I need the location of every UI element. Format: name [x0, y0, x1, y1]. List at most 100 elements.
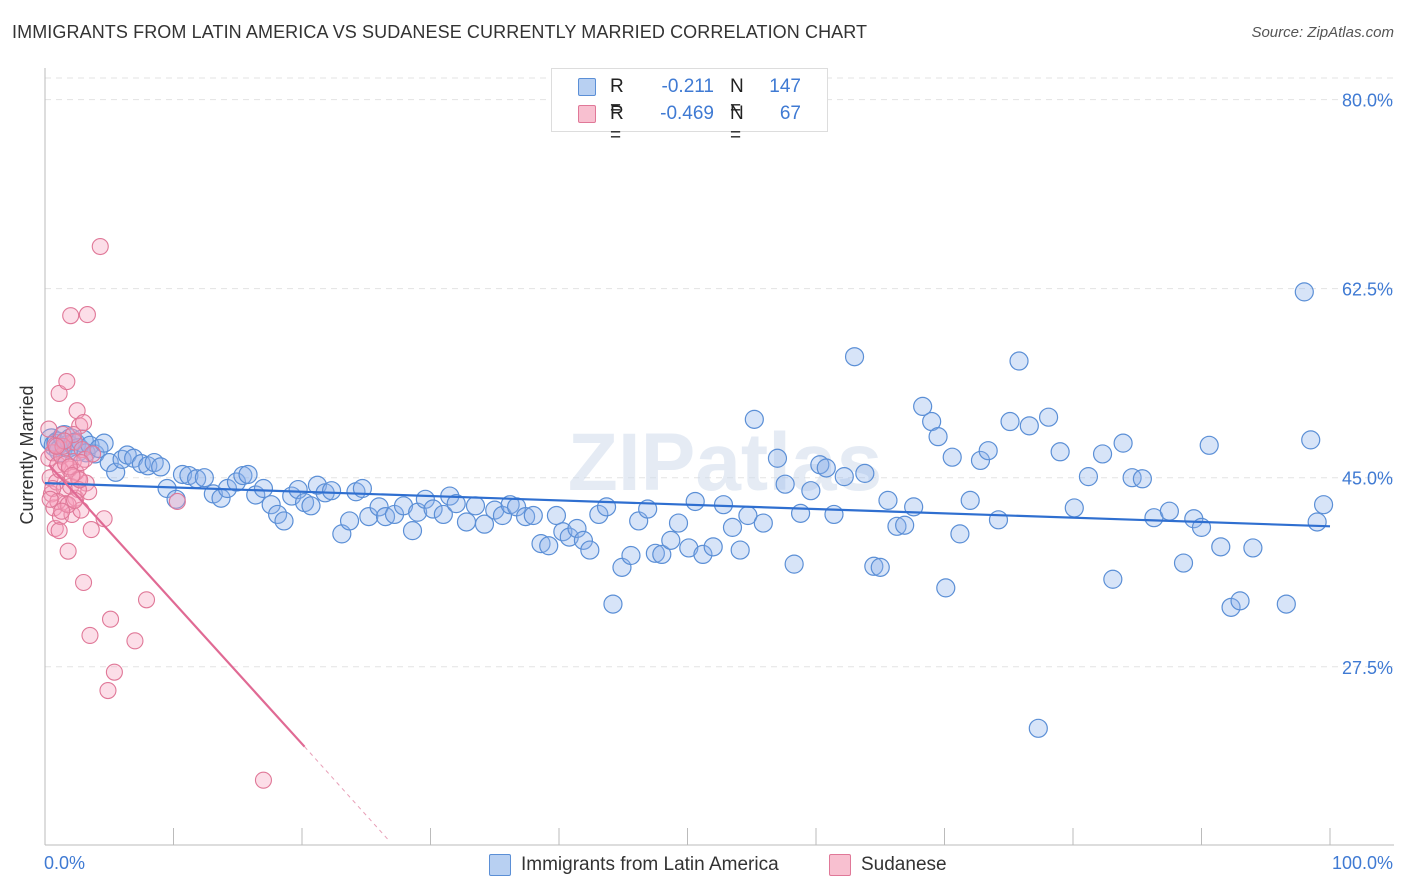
- latin-america-point: [645, 543, 665, 563]
- latin-america-point: [194, 468, 214, 488]
- sudanese-point: [63, 505, 81, 523]
- latin-america-point: [369, 497, 389, 517]
- latin-america-point: [960, 490, 980, 510]
- correlation-legend: R = -0.211 N = 147 R = -0.469 N = 67: [551, 68, 828, 146]
- latin-america-point: [523, 505, 543, 526]
- latin-america-point: [1243, 538, 1263, 558]
- legend-r-value: -0.211: [661, 76, 714, 97]
- legend-r-label: R =: [610, 103, 624, 146]
- latin-america-point: [1050, 442, 1070, 462]
- latin-america-point: [589, 504, 609, 525]
- bottom-legend-swatch-sudanese: [829, 854, 851, 876]
- sudanese-point: [58, 373, 76, 391]
- latin-america-point: [474, 514, 495, 534]
- latin-america-point: [928, 427, 948, 447]
- latin-america-point: [603, 594, 623, 614]
- latin-america-point: [753, 513, 773, 533]
- latin-america-trend-line: [44, 482, 1331, 528]
- latin-america-point: [1199, 435, 1219, 455]
- latin-america-point: [887, 516, 907, 536]
- grid-lines: [45, 77, 1394, 668]
- latin-america-point: [878, 490, 898, 510]
- latin-america-point: [1009, 351, 1029, 371]
- latin-america-point: [94, 433, 114, 453]
- series-sudanese-points: [40, 237, 273, 789]
- latin-america-point: [1294, 282, 1314, 302]
- latin-america-point: [1064, 498, 1084, 518]
- y-tick-label: 45.0%: [1342, 469, 1393, 489]
- latin-america-point: [895, 515, 915, 535]
- trend-lines: [44, 464, 1331, 840]
- latin-america-point: [870, 557, 890, 577]
- sudanese-point: [62, 307, 80, 325]
- latin-america-point: [661, 530, 681, 550]
- source-credit: Source: ZipAtlas.com: [1251, 24, 1394, 41]
- latin-america-point: [970, 450, 991, 471]
- latin-america-point: [321, 481, 342, 501]
- sudanese-point: [83, 445, 102, 463]
- latin-america-point: [456, 512, 477, 532]
- latin-america-point: [790, 503, 811, 523]
- sudanese-point: [75, 414, 93, 432]
- latin-america-point: [1307, 512, 1327, 532]
- x-tick-label: 100.0%: [1332, 853, 1393, 873]
- sudanese-point: [126, 632, 144, 650]
- latin-america-point: [539, 536, 559, 556]
- latin-america-point: [1000, 411, 1020, 432]
- y-tick-label: 80.0%: [1342, 91, 1393, 111]
- sudanese-point: [91, 237, 109, 256]
- latin-america-point: [668, 513, 689, 533]
- latin-america-point: [1078, 467, 1099, 487]
- latin-america-point: [515, 506, 536, 527]
- latin-america-point: [834, 467, 854, 487]
- sudanese-point: [81, 626, 99, 644]
- legend-n-value: 67: [779, 103, 801, 124]
- bottom-legend-swatch-latin-america: [489, 854, 511, 876]
- latin-america-point: [1103, 569, 1123, 589]
- sudanese-point: [101, 610, 120, 628]
- latin-america-point: [978, 441, 998, 461]
- latin-america-point: [596, 497, 617, 517]
- latin-america-point: [546, 505, 567, 526]
- sudanese-point: [73, 441, 91, 459]
- latin-america-point: [253, 478, 274, 499]
- latin-america-point: [179, 465, 199, 486]
- legend-r-label: R =: [610, 76, 624, 119]
- latin-america-point: [1028, 718, 1048, 738]
- sudanese-point: [50, 384, 68, 402]
- latin-america-point: [1301, 430, 1321, 450]
- y-axis-label: Currently Married: [17, 385, 37, 524]
- latin-america-point: [465, 496, 486, 516]
- latin-america-point: [936, 578, 956, 598]
- latin-america-point: [531, 534, 551, 554]
- sudanese-trend-extension: [304, 746, 389, 840]
- latin-america-point: [433, 504, 453, 525]
- latin-america-point: [621, 545, 641, 566]
- latin-america-point: [988, 510, 1009, 530]
- latin-america-point: [942, 447, 962, 467]
- sudanese-point: [168, 492, 186, 511]
- latin-america-point: [1276, 594, 1296, 614]
- sudanese-point: [63, 466, 81, 485]
- sudanese-point: [78, 306, 96, 324]
- legend-n-label: N =: [730, 76, 744, 119]
- latin-america-point: [855, 463, 875, 483]
- latin-america-point: [238, 464, 258, 485]
- latin-america-point: [1092, 444, 1113, 464]
- latin-america-point: [722, 517, 743, 537]
- sudanese-point: [40, 420, 58, 438]
- latin-america-point: [913, 396, 933, 417]
- latin-america-point: [1313, 495, 1334, 515]
- sudanese-point: [82, 521, 100, 539]
- latin-america-point: [1211, 537, 1231, 557]
- sudanese-point: [41, 490, 59, 508]
- latin-america-point: [261, 495, 281, 515]
- sudanese-point: [105, 663, 123, 681]
- latin-america-point: [679, 538, 699, 558]
- latin-america-point: [274, 511, 294, 531]
- watermark: ZIPatlas: [568, 417, 882, 508]
- latin-america-point: [767, 448, 788, 468]
- latin-america-point: [402, 521, 423, 541]
- latin-america-point: [446, 494, 466, 514]
- latin-america-point: [730, 540, 750, 560]
